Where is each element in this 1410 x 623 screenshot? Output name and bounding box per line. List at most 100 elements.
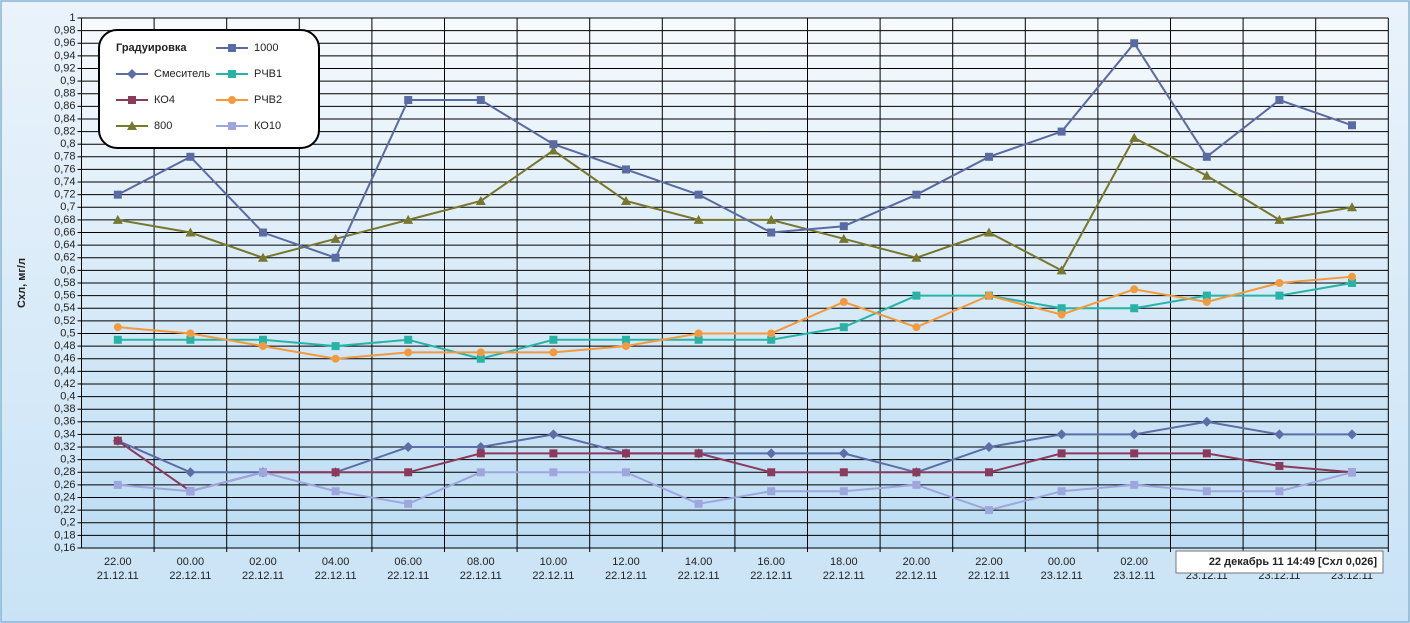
marker bbox=[984, 227, 994, 237]
marker bbox=[1129, 429, 1140, 440]
marker bbox=[1348, 279, 1356, 287]
y-tick-label: 0,68 bbox=[54, 214, 75, 226]
marker bbox=[838, 448, 849, 459]
marker bbox=[185, 227, 196, 237]
marker bbox=[127, 69, 137, 79]
x-tick-label: 22.12.11 bbox=[823, 570, 865, 582]
marker bbox=[548, 429, 559, 440]
marker bbox=[1275, 461, 1284, 470]
marker bbox=[693, 214, 704, 224]
series-line bbox=[117, 282, 1353, 360]
marker bbox=[113, 480, 122, 489]
y-tick-label: 0,98 bbox=[54, 25, 75, 37]
marker bbox=[1274, 214, 1285, 224]
marker bbox=[1130, 304, 1139, 313]
marker bbox=[767, 228, 776, 237]
marker bbox=[622, 335, 630, 344]
x-tick-label: 22.00 bbox=[104, 556, 132, 568]
marker bbox=[1130, 449, 1139, 458]
marker bbox=[694, 190, 703, 199]
x-tick-label: 22.12.11 bbox=[387, 570, 429, 582]
x-tick-label: 10.00 bbox=[540, 556, 568, 568]
y-tick-label: 0,9 bbox=[60, 75, 75, 87]
marker bbox=[549, 449, 558, 458]
marker bbox=[622, 342, 630, 351]
x-tick-label: 23.12.11 bbox=[1041, 570, 1083, 582]
marker bbox=[838, 233, 849, 243]
x-tick-label: 04.00 bbox=[322, 556, 350, 568]
legend-box bbox=[98, 29, 320, 149]
marker bbox=[839, 468, 848, 477]
legend-label: Смеситель bbox=[154, 68, 210, 80]
marker bbox=[331, 342, 340, 351]
x-tick-label: 06.00 bbox=[394, 556, 422, 568]
legend: Смеситель КО4 800 1000 РЧВ1 РЧВ2 КО10 bbox=[116, 42, 282, 132]
marker bbox=[985, 506, 993, 515]
marker bbox=[1347, 202, 1357, 212]
y-tick-label: 0,7 bbox=[60, 201, 75, 213]
marker bbox=[259, 468, 267, 477]
y-axis-label: Схл, мг/л bbox=[16, 258, 28, 308]
y-tick-label: 0,66 bbox=[54, 226, 75, 238]
y-tick-label: 0,86 bbox=[54, 100, 75, 112]
marker bbox=[113, 436, 122, 445]
y-tick-label: 0,48 bbox=[54, 340, 75, 352]
marker bbox=[912, 480, 921, 489]
marker bbox=[1129, 132, 1140, 142]
x-tick-label: 12.00 bbox=[612, 556, 640, 568]
y-tick-label: 0,92 bbox=[54, 62, 75, 74]
marker bbox=[1348, 468, 1356, 477]
y-tick-label: 0,94 bbox=[54, 50, 75, 62]
x-tick-label: 00.00 bbox=[1048, 556, 1076, 568]
marker bbox=[113, 323, 122, 332]
y-tick-label: 0,5 bbox=[60, 327, 75, 339]
x-tick-label: 22.12.11 bbox=[750, 570, 792, 582]
marker bbox=[1275, 96, 1284, 105]
marker bbox=[1057, 310, 1066, 319]
marker bbox=[475, 195, 486, 205]
marker bbox=[476, 96, 485, 105]
marker bbox=[404, 96, 413, 105]
marker bbox=[766, 214, 777, 224]
marker bbox=[767, 335, 776, 344]
y-tick-label: 0,58 bbox=[54, 277, 75, 289]
marker bbox=[549, 140, 558, 149]
y-tick-label: 0,28 bbox=[54, 466, 75, 478]
marker bbox=[404, 335, 413, 344]
x-tick-label: 02.00 bbox=[249, 556, 277, 568]
x-tick-label: 22.12.11 bbox=[242, 570, 284, 582]
x-tick-label: 21.12.11 bbox=[97, 570, 139, 582]
marker bbox=[839, 487, 848, 496]
series-line bbox=[117, 136, 1353, 272]
y-tick-label: 0,26 bbox=[54, 479, 75, 491]
marker bbox=[912, 190, 921, 199]
x-tick-label: 02.00 bbox=[1120, 556, 1148, 568]
marker bbox=[1057, 487, 1066, 496]
marker bbox=[113, 190, 122, 199]
marker bbox=[1202, 291, 1211, 300]
marker bbox=[127, 121, 137, 130]
series-line bbox=[117, 439, 1353, 493]
marker bbox=[1130, 480, 1139, 489]
marker bbox=[1274, 429, 1285, 440]
marker bbox=[404, 348, 413, 357]
marker bbox=[839, 222, 848, 231]
marker bbox=[1056, 429, 1067, 440]
marker bbox=[1202, 449, 1211, 458]
marker bbox=[404, 499, 413, 508]
marker bbox=[1057, 304, 1066, 313]
y-tick-label: 0,56 bbox=[54, 290, 75, 302]
marker bbox=[622, 165, 630, 174]
marker bbox=[985, 291, 993, 300]
x-tick-label: 23.12.11 bbox=[1113, 570, 1155, 582]
marker bbox=[912, 291, 921, 300]
marker bbox=[549, 468, 558, 477]
y-tick-label: 0,72 bbox=[54, 189, 75, 201]
y-tick-label: 0,82 bbox=[54, 125, 75, 137]
y-tick-label: 0,74 bbox=[54, 176, 75, 188]
y-tick-label: 0,44 bbox=[54, 365, 75, 377]
y-tick-label: 0,46 bbox=[54, 353, 75, 365]
y-tick-label: 0,76 bbox=[54, 163, 75, 175]
x-tick-label: 22.12.11 bbox=[532, 570, 574, 582]
